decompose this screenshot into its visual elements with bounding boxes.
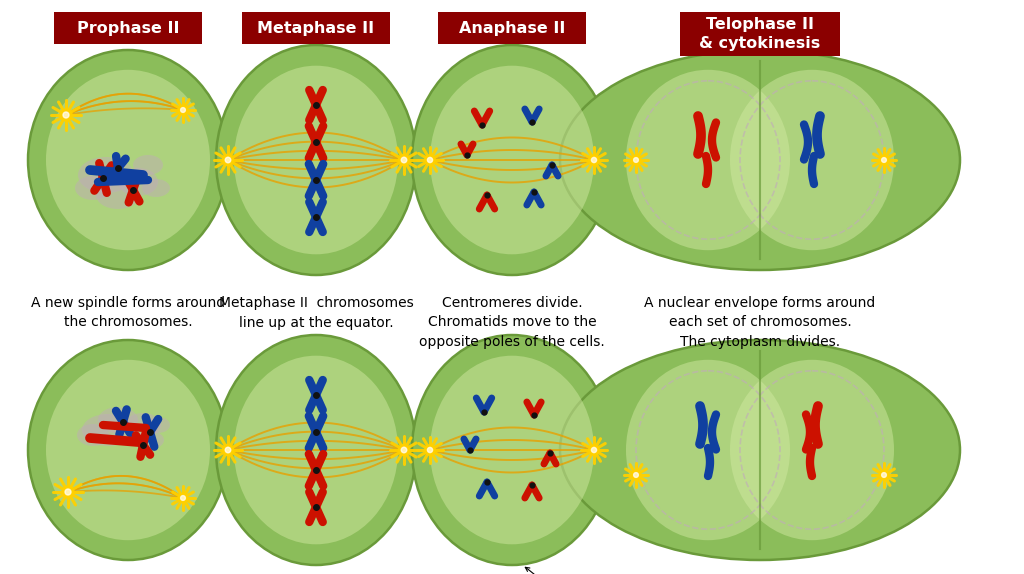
Ellipse shape: [234, 65, 398, 254]
Circle shape: [634, 158, 638, 162]
Circle shape: [882, 472, 887, 478]
Circle shape: [882, 158, 887, 162]
Text: Metaphase II  chromosomes
line up at the equator.: Metaphase II chromosomes line up at the …: [219, 296, 414, 329]
Circle shape: [180, 495, 185, 501]
Text: Metaphase II: Metaphase II: [257, 21, 375, 36]
Circle shape: [62, 486, 74, 498]
Ellipse shape: [46, 70, 210, 250]
Circle shape: [425, 445, 435, 455]
Ellipse shape: [125, 413, 161, 437]
Ellipse shape: [75, 176, 111, 200]
Ellipse shape: [77, 424, 109, 446]
Text: A new spindle forms around
the chromosomes.: A new spindle forms around the chromosom…: [31, 296, 225, 329]
Circle shape: [222, 154, 233, 166]
Circle shape: [65, 489, 71, 495]
FancyBboxPatch shape: [680, 12, 840, 56]
Circle shape: [178, 493, 187, 503]
Circle shape: [398, 154, 410, 166]
Ellipse shape: [560, 340, 961, 560]
Circle shape: [634, 472, 638, 478]
Circle shape: [222, 444, 233, 456]
Circle shape: [225, 447, 230, 453]
Ellipse shape: [730, 70, 894, 250]
Ellipse shape: [96, 181, 140, 209]
Circle shape: [589, 155, 599, 165]
Ellipse shape: [46, 360, 210, 540]
FancyBboxPatch shape: [54, 12, 202, 44]
Circle shape: [178, 105, 187, 115]
Ellipse shape: [216, 45, 416, 275]
Ellipse shape: [560, 50, 961, 270]
Ellipse shape: [78, 157, 134, 193]
Circle shape: [425, 155, 435, 165]
FancyBboxPatch shape: [438, 12, 586, 44]
Ellipse shape: [28, 50, 228, 270]
Circle shape: [589, 445, 599, 455]
Ellipse shape: [730, 360, 894, 540]
Ellipse shape: [412, 45, 612, 275]
FancyBboxPatch shape: [242, 12, 390, 44]
Ellipse shape: [136, 431, 164, 449]
Circle shape: [63, 112, 69, 118]
Text: Anaphase II: Anaphase II: [459, 21, 565, 36]
Circle shape: [401, 447, 407, 453]
Ellipse shape: [216, 335, 416, 565]
Ellipse shape: [146, 417, 170, 433]
Ellipse shape: [412, 335, 612, 565]
Ellipse shape: [626, 360, 790, 540]
Ellipse shape: [142, 179, 170, 197]
Circle shape: [60, 109, 72, 121]
Text: Sister chromatids
separate: Sister chromatids separate: [516, 567, 608, 574]
Circle shape: [631, 155, 641, 165]
Text: Prophase II: Prophase II: [77, 21, 179, 36]
Circle shape: [398, 444, 410, 456]
Circle shape: [592, 157, 597, 162]
Circle shape: [427, 447, 432, 453]
Text: A nuclear envelope forms around
each set of chromosomes.
The cytoplasm divides.: A nuclear envelope forms around each set…: [644, 296, 876, 349]
Circle shape: [401, 157, 407, 163]
Circle shape: [180, 107, 185, 113]
Ellipse shape: [430, 65, 594, 254]
Circle shape: [631, 470, 641, 480]
Ellipse shape: [234, 356, 398, 544]
Circle shape: [880, 155, 889, 165]
Ellipse shape: [430, 356, 594, 544]
Ellipse shape: [118, 168, 158, 196]
Ellipse shape: [626, 70, 790, 250]
Text: Centromeres divide.
Chromatids move to the
opposite poles of the cells.: Centromeres divide. Chromatids move to t…: [419, 296, 605, 349]
Ellipse shape: [133, 155, 163, 175]
Ellipse shape: [28, 340, 228, 560]
Text: Telophase II
& cytokinesis: Telophase II & cytokinesis: [699, 17, 820, 51]
Circle shape: [427, 157, 432, 162]
Ellipse shape: [98, 407, 138, 433]
Circle shape: [880, 470, 889, 480]
Circle shape: [592, 447, 597, 453]
Ellipse shape: [82, 414, 134, 446]
Circle shape: [225, 157, 230, 163]
